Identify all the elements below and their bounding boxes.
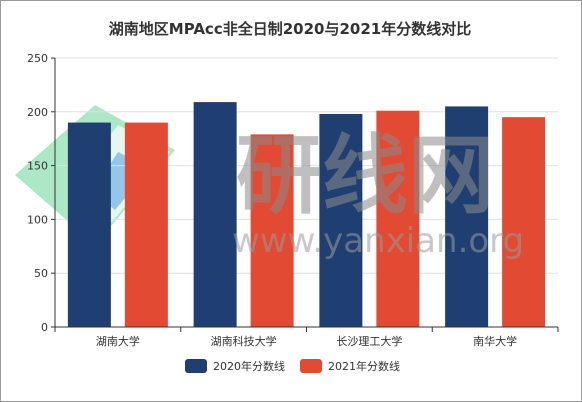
bar-2020-0[interactable] <box>67 122 111 327</box>
bar-2021-2[interactable] <box>376 110 420 327</box>
bar-2020-1[interactable] <box>193 102 237 327</box>
x-tick-label: 南华大学 <box>473 334 517 348</box>
x-tick-label: 长沙理工大学 <box>336 334 402 348</box>
legend-swatch <box>300 359 322 373</box>
x-tick-label: 湖南科技大学 <box>211 334 277 348</box>
y-tick-label: 100 <box>27 213 48 226</box>
chart-title: 湖南地区MPAcc非全日制2020与2021年分数线对比 <box>108 20 472 38</box>
bar-2021-0[interactable] <box>124 122 168 327</box>
legend-swatch <box>185 359 207 373</box>
y-tick-label: 150 <box>27 160 48 173</box>
y-tick-label: 0 <box>41 321 48 334</box>
legend-item-1[interactable]: 2021年分数线 <box>300 359 400 373</box>
bar-2020-3[interactable] <box>445 106 489 327</box>
bar-2020-2[interactable] <box>319 113 363 328</box>
legend-label: 2021年分数线 <box>328 359 400 373</box>
watermark-url: www.yanxian.org <box>232 221 524 261</box>
watermark-brand: 研线网 <box>236 126 494 226</box>
watermark-text: 研线网 www.yanxian.org <box>232 126 524 261</box>
y-tick-label: 200 <box>27 106 48 119</box>
legend-label: 2020年分数线 <box>213 359 285 373</box>
bar-2021-1[interactable] <box>250 134 294 327</box>
legend-item-0[interactable]: 2020年分数线 <box>185 359 285 373</box>
x-tick-label: 湖南大学 <box>96 334 140 348</box>
y-tick-label: 250 <box>27 52 48 65</box>
y-tick-label: 50 <box>34 267 48 280</box>
bar-2021-3[interactable] <box>502 117 546 328</box>
